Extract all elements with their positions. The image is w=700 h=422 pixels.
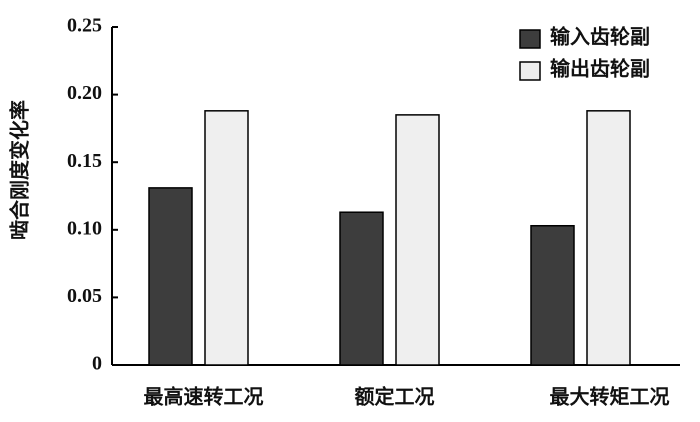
legend-label: 输出齿轮副 xyxy=(550,57,650,81)
bar xyxy=(204,110,249,366)
y-axis-label: 啮合刚度变化率 xyxy=(8,100,32,240)
x-tick-label: 最高速转工况 xyxy=(144,385,264,409)
y-tick-label: 0.15 xyxy=(67,150,102,172)
y-tick-label: 0.10 xyxy=(67,217,102,239)
bar xyxy=(586,110,631,366)
legend-label: 输入齿轮副 xyxy=(550,25,650,49)
legend-swatch xyxy=(519,61,541,81)
bar xyxy=(339,211,384,366)
y-tick-label: 0 xyxy=(92,353,102,375)
bar xyxy=(148,187,193,366)
y-tick-label: 0.25 xyxy=(67,15,102,37)
bar xyxy=(530,224,575,366)
y-tick-label: 0.20 xyxy=(67,82,102,104)
bar xyxy=(395,114,440,366)
legend-swatch xyxy=(519,29,541,49)
y-tick-label: 0.05 xyxy=(67,285,102,307)
x-tick-label: 最大转矩工况 xyxy=(550,385,670,409)
x-tick-label: 额定工况 xyxy=(355,385,435,409)
